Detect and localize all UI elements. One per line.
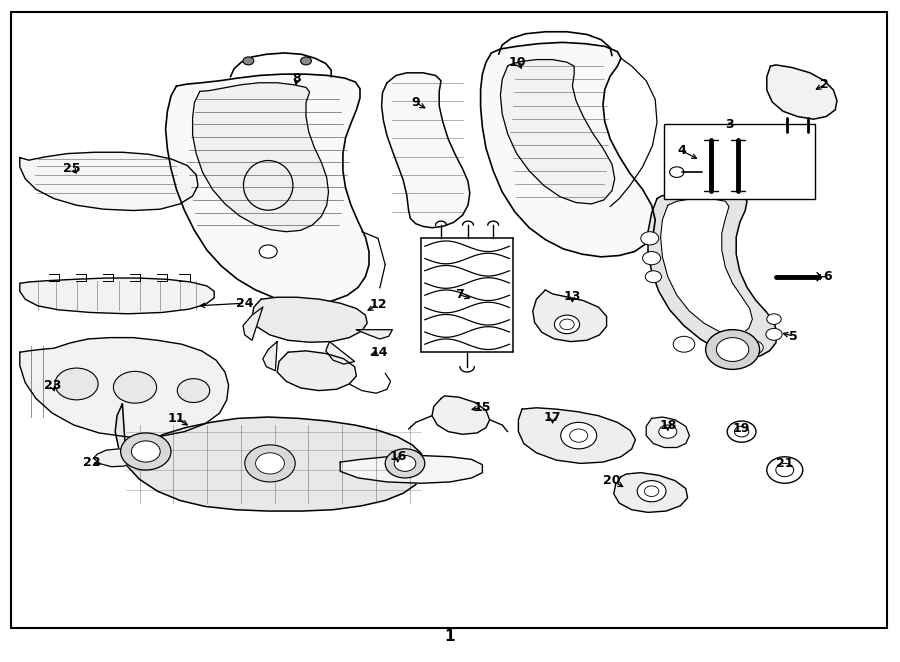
Polygon shape	[518, 408, 635, 463]
Circle shape	[727, 421, 756, 442]
Circle shape	[570, 429, 588, 442]
Circle shape	[706, 330, 760, 369]
Polygon shape	[252, 297, 367, 342]
Circle shape	[645, 271, 662, 283]
Text: 7: 7	[454, 288, 464, 301]
Polygon shape	[382, 73, 470, 228]
Text: 3: 3	[724, 118, 733, 131]
Polygon shape	[614, 473, 688, 512]
Circle shape	[385, 449, 425, 478]
Text: 4: 4	[678, 144, 687, 158]
Text: 18: 18	[659, 418, 677, 432]
Polygon shape	[166, 74, 369, 303]
Circle shape	[243, 57, 254, 65]
Text: 24: 24	[236, 297, 254, 310]
Circle shape	[734, 426, 749, 437]
Polygon shape	[767, 65, 837, 119]
Text: 21: 21	[776, 457, 794, 470]
Text: 11: 11	[167, 412, 185, 425]
Circle shape	[670, 167, 684, 177]
Text: 19: 19	[733, 422, 751, 436]
Polygon shape	[661, 199, 752, 335]
Polygon shape	[646, 417, 689, 448]
Text: 23: 23	[43, 379, 61, 392]
Circle shape	[643, 252, 661, 265]
Text: 8: 8	[292, 71, 302, 85]
Circle shape	[716, 338, 749, 361]
Text: 25: 25	[63, 162, 81, 175]
Polygon shape	[20, 152, 198, 211]
Text: 14: 14	[371, 346, 389, 359]
Circle shape	[641, 232, 659, 245]
Polygon shape	[263, 342, 277, 371]
Polygon shape	[20, 338, 229, 437]
Polygon shape	[533, 290, 607, 342]
Polygon shape	[115, 404, 425, 511]
Circle shape	[131, 441, 160, 462]
Circle shape	[394, 455, 416, 471]
Bar	[664, 124, 815, 199]
Text: 15: 15	[473, 401, 491, 414]
Circle shape	[177, 379, 210, 402]
Polygon shape	[277, 351, 356, 391]
Circle shape	[776, 463, 794, 477]
Text: 16: 16	[389, 450, 407, 463]
Circle shape	[745, 341, 763, 354]
Polygon shape	[340, 455, 482, 483]
Circle shape	[644, 486, 659, 496]
Polygon shape	[500, 60, 615, 204]
Text: 6: 6	[824, 270, 832, 283]
Circle shape	[766, 328, 782, 340]
Circle shape	[301, 57, 311, 65]
Circle shape	[767, 314, 781, 324]
Circle shape	[121, 433, 171, 470]
Text: 22: 22	[83, 455, 101, 469]
Polygon shape	[432, 396, 490, 434]
Circle shape	[561, 422, 597, 449]
Circle shape	[767, 457, 803, 483]
Text: 10: 10	[508, 56, 526, 69]
Circle shape	[113, 371, 157, 403]
Text: 17: 17	[544, 410, 562, 424]
Text: 5: 5	[789, 330, 798, 343]
Text: 1: 1	[445, 630, 455, 644]
Circle shape	[55, 368, 98, 400]
Text: 9: 9	[411, 96, 420, 109]
Polygon shape	[193, 83, 328, 232]
Polygon shape	[481, 42, 655, 257]
Polygon shape	[356, 330, 392, 339]
Circle shape	[673, 336, 695, 352]
Circle shape	[259, 245, 277, 258]
Circle shape	[637, 481, 666, 502]
Circle shape	[659, 425, 677, 438]
Text: 12: 12	[369, 298, 387, 311]
Text: 20: 20	[603, 474, 621, 487]
Text: 13: 13	[563, 290, 581, 303]
Circle shape	[256, 453, 284, 474]
Circle shape	[709, 343, 731, 359]
Circle shape	[245, 445, 295, 482]
Polygon shape	[94, 449, 135, 467]
Polygon shape	[20, 278, 214, 314]
Polygon shape	[648, 189, 778, 357]
Circle shape	[560, 319, 574, 330]
Polygon shape	[243, 307, 263, 340]
Circle shape	[554, 315, 580, 334]
Polygon shape	[326, 342, 355, 364]
Text: 2: 2	[820, 78, 829, 91]
